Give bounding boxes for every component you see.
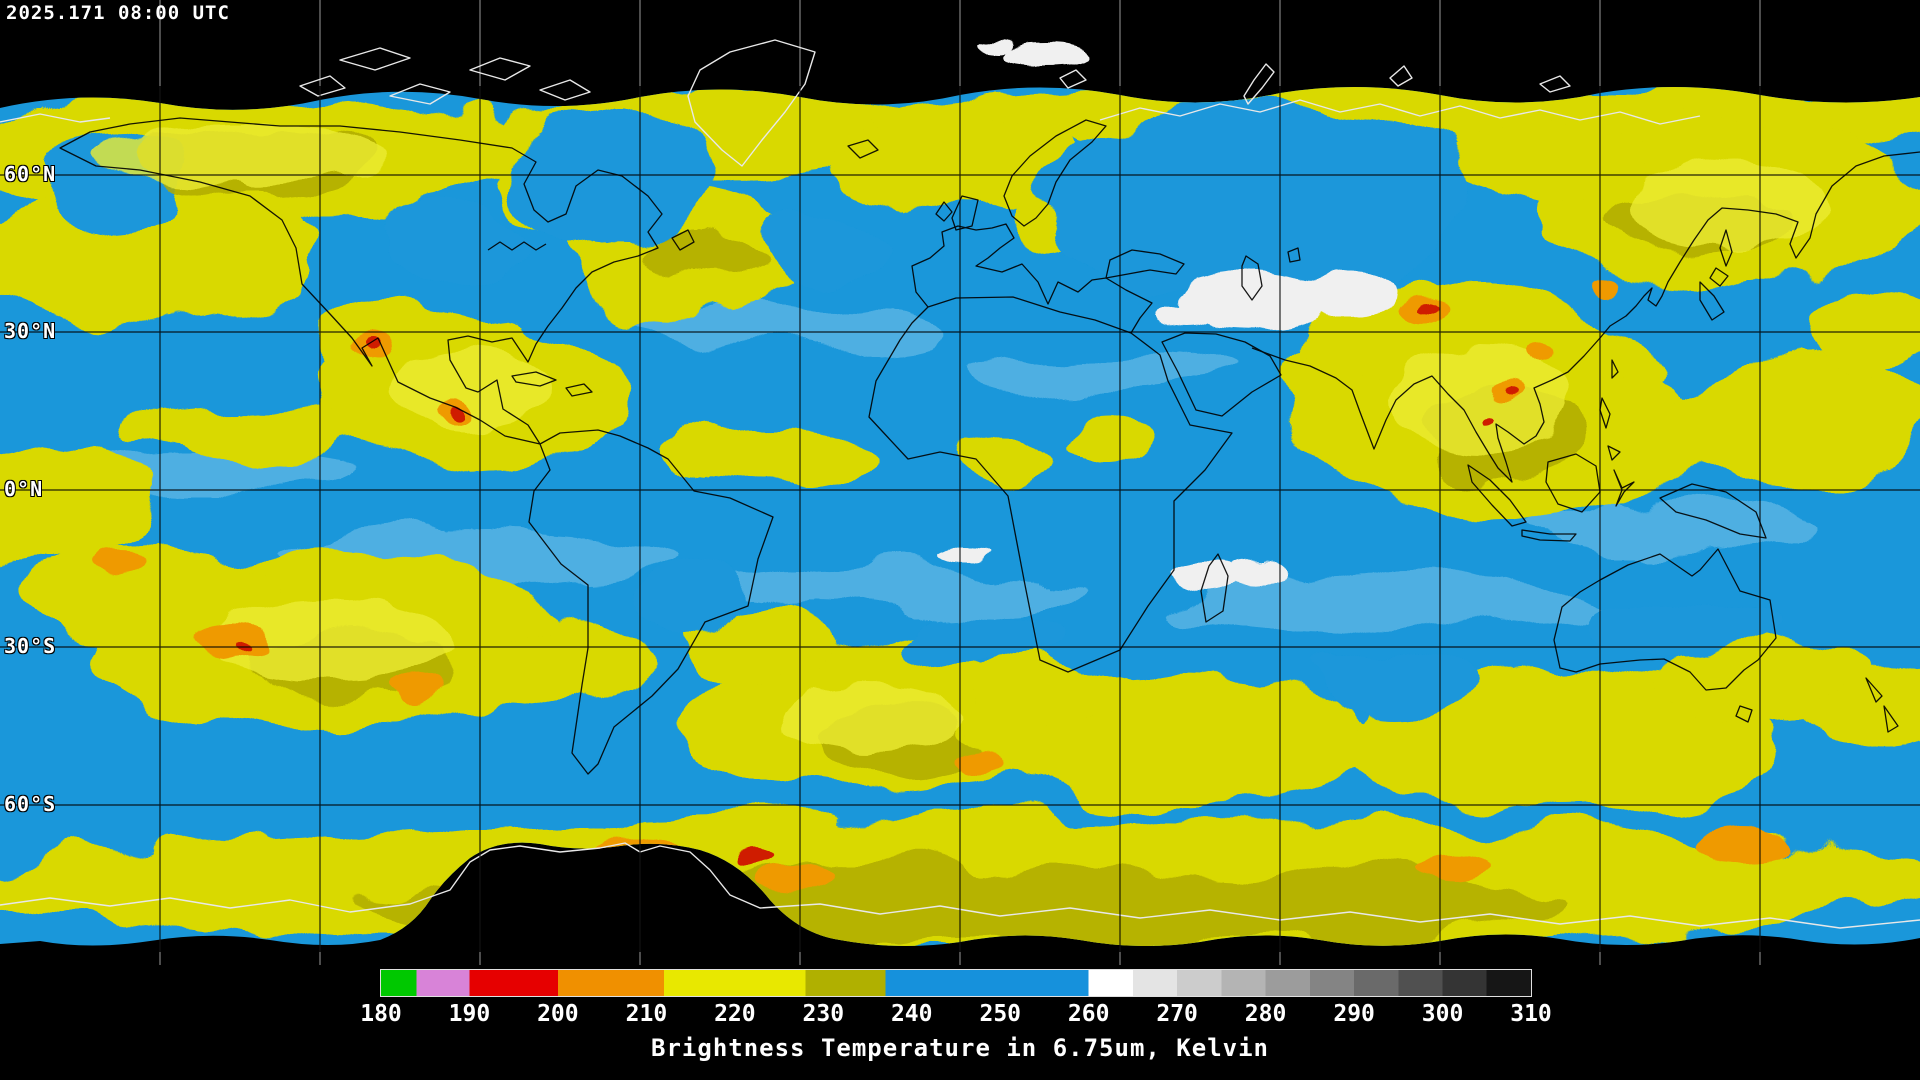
colorbar-tick-label: 200 (537, 1001, 579, 1027)
colorbar-tick-label: 190 (448, 1001, 491, 1027)
colorbar-tick-label: 210 (625, 1001, 668, 1027)
polar-coastlines (0, 39, 1920, 929)
cloud-layer-white (942, 270, 1398, 589)
cloud-layer-red (235, 299, 1516, 864)
colorbar-tick-label: 310 (1510, 1001, 1552, 1027)
colorbar-tick-label: 270 (1156, 1001, 1198, 1027)
timestamp: 2025.171 08:00 UTC (6, 2, 230, 24)
colorbar-tick-label: 250 (979, 1001, 1022, 1027)
colorbar-tick-label: 230 (802, 1001, 845, 1027)
colorbar-tick-label: 300 (1421, 1001, 1464, 1027)
colorbar-caption: Brightness Temperature in 6.75um, Kelvin (651, 1034, 1269, 1062)
colorbar-tick-label: 260 (1067, 1001, 1110, 1027)
colorbar-ticks: 180 190 200 210 220 230 240 250 260 270 280 290 300 3… (360, 1001, 1552, 1029)
coastlines (59, 117, 1920, 775)
polar-white-clouds (982, 40, 1087, 65)
lat-label: 0°N (4, 476, 44, 501)
graticule (0, 86, 1920, 952)
lat-label: 60°S (4, 791, 57, 816)
cloud-field (0, 86, 1920, 947)
colorbar-gradient (380, 969, 1532, 997)
brightness-temperature-map (0, 0, 1920, 965)
colorbar-tick-label: 290 (1333, 1001, 1375, 1027)
colorbar-tick-label: 280 (1244, 1001, 1287, 1027)
lat-label: 60°N (4, 161, 57, 186)
lat-label: 30°S (4, 633, 57, 658)
colorbar-tick-label: 240 (890, 1001, 933, 1027)
colorbar-tick-label: 180 (360, 1001, 402, 1027)
lat-label: 30°N (4, 318, 57, 343)
colorbar-tick-label: 220 (714, 1001, 756, 1027)
